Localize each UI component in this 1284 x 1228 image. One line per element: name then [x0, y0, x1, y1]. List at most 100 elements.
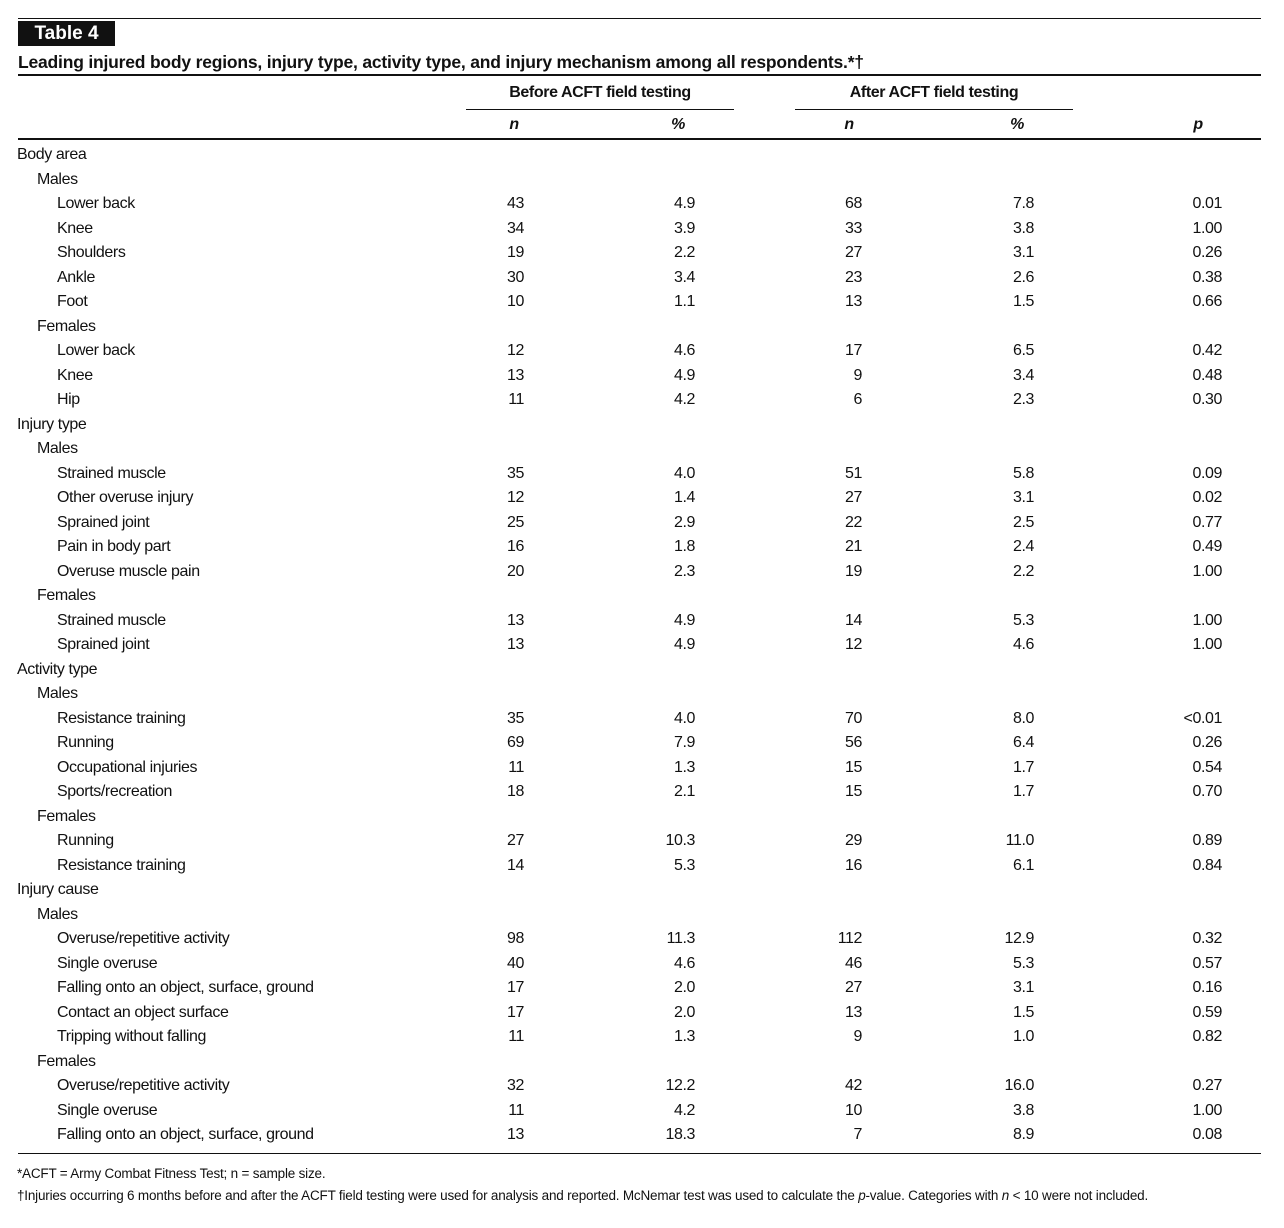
column-group-header: Before ACFT field testing [509, 84, 691, 101]
cell-value: 2.3 [673, 562, 695, 580]
column-rule [18, 138, 1261, 140]
cell-value: 17 [507, 979, 524, 996]
cell-value: 35 [507, 464, 524, 482]
cell-value: 11 [508, 391, 524, 408]
row-label: Running [57, 734, 114, 751]
cell-value: 6.5 [1012, 342, 1034, 359]
cell-value: 10 [845, 1101, 862, 1119]
cell-value: 8.9 [1012, 1126, 1034, 1143]
section-label: Activity type [17, 660, 98, 678]
cell-value: 11.3 [666, 930, 696, 947]
row-label: Occupational injuries [57, 758, 198, 776]
cell-value: 10.3 [665, 832, 695, 849]
cell-value: 17 [845, 342, 862, 359]
group-label: Males [37, 440, 78, 457]
cell-value: 32 [507, 1077, 524, 1094]
cell-value: 27 [845, 489, 862, 506]
table-label: Table 4 [18, 21, 115, 46]
cell-value: 19 [845, 562, 862, 580]
cell-value: 16 [507, 538, 524, 555]
cell-value: 14 [845, 611, 862, 629]
cell-value: 9 [853, 1028, 863, 1045]
cell-value: 1.00 [1192, 219, 1222, 237]
cell-value: 2.2 [1012, 562, 1034, 580]
cell-value: 27 [845, 979, 862, 996]
cell-value: 21 [845, 538, 862, 555]
cell-value: 0.84 [1192, 856, 1222, 874]
top-rule [18, 18, 1261, 19]
cell-value: 112 [837, 930, 863, 947]
cell-value: 2.4 [1012, 538, 1034, 555]
group-underline [466, 109, 734, 110]
row-label: Knee [57, 366, 93, 384]
column-header: % [671, 116, 685, 133]
footnote-text: †Injuries occurring 6 months before and … [17, 1188, 859, 1203]
cell-value: 3.1 [1012, 979, 1034, 996]
cell-value: 3.4 [1012, 366, 1034, 384]
cell-value: 69 [507, 734, 524, 751]
cell-value: 6 [853, 391, 863, 408]
header-rule [18, 74, 1261, 76]
cell-value: 0.02 [1192, 489, 1222, 506]
cell-value: 4.6 [673, 954, 695, 972]
cell-value: 34 [507, 219, 524, 237]
row-label: Other overuse injury [57, 489, 194, 506]
row-label: Foot [57, 293, 88, 310]
cell-value: 2.6 [1012, 268, 1034, 286]
cell-value: 2.3 [1012, 391, 1034, 408]
row-label: Single overuse [57, 954, 158, 972]
row-label: Lower back [57, 342, 135, 359]
row-label: Overuse/repetitive activity [57, 1077, 230, 1094]
cell-value: 30 [507, 268, 524, 286]
cell-value: 1.7 [1012, 758, 1034, 776]
cell-value: 8.0 [1012, 709, 1034, 727]
cell-value: 1.00 [1192, 562, 1222, 580]
group-label: Females [37, 587, 96, 604]
cell-value: 0.70 [1192, 783, 1222, 800]
row-label: Single overuse [57, 1101, 158, 1119]
footnote: *ACFT = Army Combat Fitness Test; n = sa… [17, 1164, 326, 1184]
row-label: Sprained joint [57, 513, 150, 531]
cell-value: 2.2 [673, 244, 695, 261]
cell-value: 16 [845, 856, 862, 874]
cell-value: 2.9 [673, 513, 695, 531]
cell-value: 4.6 [1012, 636, 1034, 653]
cell-value: 0.09 [1192, 464, 1222, 482]
footnote-text: -value. Categories with [865, 1188, 1002, 1203]
cell-value: 4.6 [673, 342, 695, 359]
cell-value: 5.3 [673, 856, 695, 874]
cell-value: 0.26 [1192, 734, 1222, 751]
row-label: Running [57, 832, 114, 849]
group-label: Females [37, 1052, 96, 1070]
cell-value: 0.38 [1192, 268, 1222, 286]
cell-value: 16.0 [1004, 1077, 1034, 1094]
column-header: n [844, 116, 854, 133]
column-header: % [1010, 116, 1024, 133]
footnote-text: n [1001, 1188, 1010, 1203]
cell-value: 4.2 [673, 391, 695, 408]
row-label: Falling onto an object, surface, ground [57, 979, 314, 996]
group-label: Males [37, 905, 78, 923]
cell-value: 1.00 [1192, 636, 1222, 653]
cell-value: 0.16 [1192, 979, 1222, 996]
cell-value: 0.27 [1192, 1077, 1222, 1094]
cell-value: 56 [845, 734, 862, 751]
row-label: Overuse/repetitive activity [57, 930, 230, 947]
cell-value: 0.66 [1192, 293, 1222, 310]
cell-value: 0.89 [1192, 832, 1222, 849]
cell-value: 13 [845, 293, 862, 310]
cell-value: 4.0 [673, 709, 695, 727]
row-label: Sprained joint [57, 636, 150, 653]
group-underline [795, 109, 1073, 110]
row-label: Ankle [57, 268, 96, 286]
cell-value: 12.2 [665, 1077, 695, 1094]
cell-value: 1.8 [673, 538, 695, 555]
cell-value: 4.0 [673, 464, 695, 482]
row-label: Resistance training [57, 856, 186, 874]
cell-value: 0.48 [1192, 366, 1222, 384]
cell-value: 0.32 [1192, 930, 1222, 947]
cell-value: 12 [507, 342, 524, 359]
cell-value: 43 [507, 195, 524, 212]
cell-value: 5.3 [1012, 954, 1034, 972]
footnote: †Injuries occurring 6 months before and … [17, 1186, 1148, 1206]
